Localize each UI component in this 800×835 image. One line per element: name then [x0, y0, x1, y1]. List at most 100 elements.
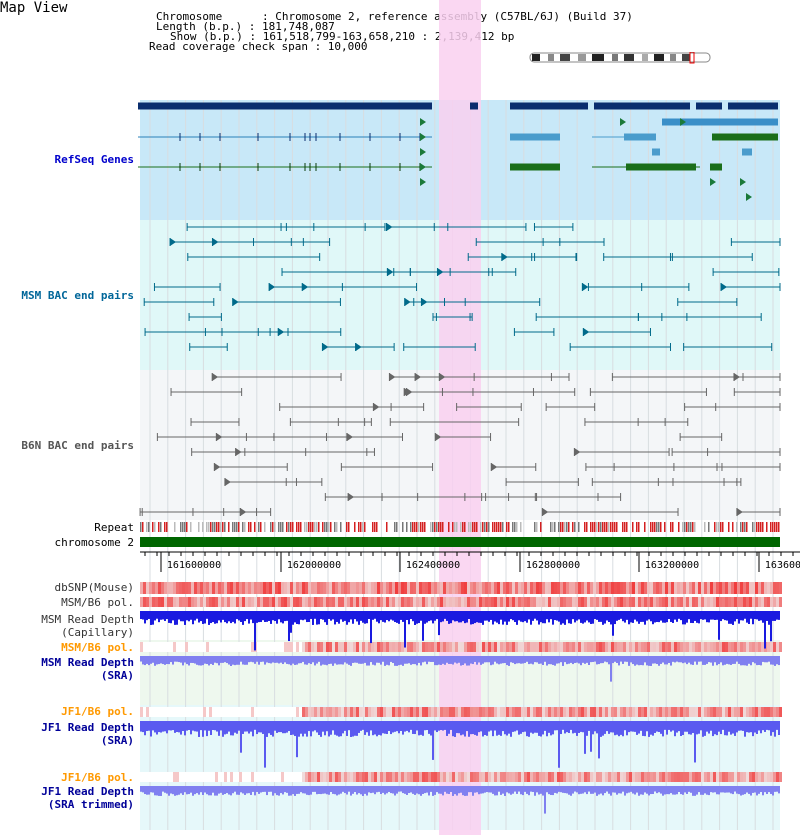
jf1-trim-depth-bar	[768, 786, 770, 793]
msm-capillary-depth-bar	[142, 611, 144, 620]
jf1-pol-cell	[530, 707, 533, 717]
jf1-pol2-cell	[176, 772, 179, 782]
track-label-dbsnp[interactable]: dbSNP(Mouse)	[54, 581, 134, 594]
jf1-sra-depth-bar	[266, 721, 268, 737]
jf1-pol2-cell	[728, 772, 731, 782]
msm-capillary-depth-bar	[236, 611, 238, 620]
msm-sra-depth-bar	[418, 656, 420, 663]
jf1-trim-depth-bar	[608, 786, 610, 794]
repeat-element	[166, 522, 168, 532]
track-label-repeat[interactable]: Repeat	[94, 521, 134, 534]
jf1-sra-depth-bar	[576, 721, 578, 736]
strand-arrow	[420, 178, 426, 186]
msm-pol-cell	[716, 597, 719, 607]
track-label-jf1-b6-pol-2[interactable]: JF1/B6 pol.	[61, 771, 134, 784]
msm-capillary-depth-bar	[378, 611, 380, 624]
repeat-element	[420, 522, 422, 532]
axis-tick-label: 162400000	[406, 560, 460, 571]
track-label-jf1-b6-pol-1[interactable]: JF1/B6 pol.	[61, 705, 134, 718]
repeat-element	[142, 522, 144, 532]
msm-sra-depth-bar	[750, 656, 752, 666]
jf1-sra-depth-bar	[596, 721, 598, 734]
jf1-pol-cell	[461, 707, 464, 717]
jf1-trim-depth-bar	[408, 786, 410, 794]
msm-sra-depth-bar	[226, 656, 228, 664]
jf1-trim-depth-bar	[312, 786, 314, 792]
msm-capillary-depth-bar	[682, 611, 684, 625]
track-label-msm-depth-cap[interactable]: MSM Read Depth	[41, 613, 134, 626]
msm-pol-cell	[386, 597, 389, 607]
track-label-chromosome[interactable]: chromosome 2	[54, 536, 134, 549]
msm-capillary-depth-bar	[528, 611, 530, 620]
repeat-element	[410, 522, 412, 532]
jf1-sra-depth-bar	[344, 721, 346, 731]
msm-capillary-depth-bar	[164, 611, 166, 621]
msm-capillary-depth-bar	[560, 611, 562, 625]
jf1-pol-cell	[269, 707, 272, 717]
chromosome-ideogram[interactable]	[528, 52, 714, 64]
track-label-msm-depth-sra[interactable]: MSM Read Depth	[41, 656, 134, 669]
msm-pol-cell	[374, 597, 377, 607]
jf1-pol-cell	[518, 707, 521, 717]
jf1-sra-depth-bar	[372, 721, 374, 736]
jf1-trim-depth-bar	[764, 786, 766, 793]
msm-capillary-depth-bar	[546, 611, 548, 620]
msm-sra-depth-bar	[398, 656, 400, 666]
jf1-sra-depth-bar	[762, 721, 764, 731]
msm-pol-cell	[692, 597, 695, 607]
dbsnp-cell	[362, 582, 365, 594]
track-label-msm-b6-pol-1[interactable]: MSM/B6 pol.	[61, 596, 134, 609]
jf1-pol2-cell	[545, 772, 548, 782]
repeat-element	[324, 522, 326, 532]
msm-sra-depth-bar	[528, 656, 530, 665]
jf1-sra-depth-bar	[606, 721, 608, 732]
msm-pol2-cell	[251, 642, 254, 652]
msm-bac-pair-arrow	[404, 298, 411, 306]
dbsnp-cell	[296, 582, 299, 594]
msm-capillary-depth-bar	[406, 611, 408, 620]
repeat-element	[316, 522, 318, 532]
track-label-jf1-depth-sra[interactable]: JF1 Read Depth	[41, 721, 134, 734]
msm-pol2-cell	[578, 642, 581, 652]
msm-sra-depth-bar	[358, 656, 360, 664]
track-label-msm-bac[interactable]: MSM BAC end pairs	[21, 289, 134, 302]
jf1-trim-depth-bar	[704, 786, 706, 794]
track-label-b6n-bac[interactable]: B6N BAC end pairs	[21, 439, 134, 452]
jf1-trim-depth-bar	[176, 786, 178, 796]
dbsnp-cell	[386, 582, 389, 594]
dbsnp-cell	[461, 582, 464, 594]
jf1-pol2-cell	[143, 772, 146, 782]
msm-pol-cell	[194, 597, 197, 607]
msm-pol-cell	[731, 597, 734, 607]
repeat-element	[232, 522, 234, 532]
jf1-sra-depth-bar	[478, 721, 480, 733]
jf1-sra-depth-bar	[586, 721, 588, 736]
msm-sra-depth-bar	[204, 656, 206, 664]
msm-sra-depth-bar	[300, 656, 302, 664]
length-info: Length (b.p.) : 181,748,087	[156, 20, 335, 33]
jf1-trim-depth-bar	[716, 786, 718, 795]
msm-capillary-depth-bar	[150, 611, 152, 625]
dbsnp-cell	[404, 582, 407, 594]
msm-capillary-depth-bar	[276, 611, 278, 624]
msm-capillary-depth-bar	[604, 611, 606, 624]
track-label-msm-b6-pol-2[interactable]: MSM/B6 pol.	[61, 641, 134, 654]
dbsnp-cell	[464, 582, 467, 594]
msm-pol2-cell	[428, 642, 431, 652]
msm-sra-depth-bar	[574, 656, 576, 663]
msm-pol2-cell	[542, 642, 545, 652]
track-label-refseq[interactable]: RefSeq Genes	[54, 153, 134, 166]
msm-capillary-depth-bar	[190, 611, 192, 620]
track-label-jf1-depth-trim[interactable]: JF1 Read Depth	[41, 785, 134, 798]
repeat-element	[424, 522, 426, 532]
jf1-pol-cell	[602, 707, 605, 717]
msm-sra-depth-bar	[454, 656, 456, 663]
msm-pol2-cell	[272, 642, 275, 652]
msm-sra-depth-bar	[160, 656, 162, 664]
msm-pol2-cell	[776, 642, 779, 652]
msm-pol-cell	[413, 597, 416, 607]
msm-sra-depth-bar	[694, 656, 696, 662]
jf1-sra-depth-bar	[520, 721, 522, 734]
msm-pol2-cell	[689, 642, 692, 652]
